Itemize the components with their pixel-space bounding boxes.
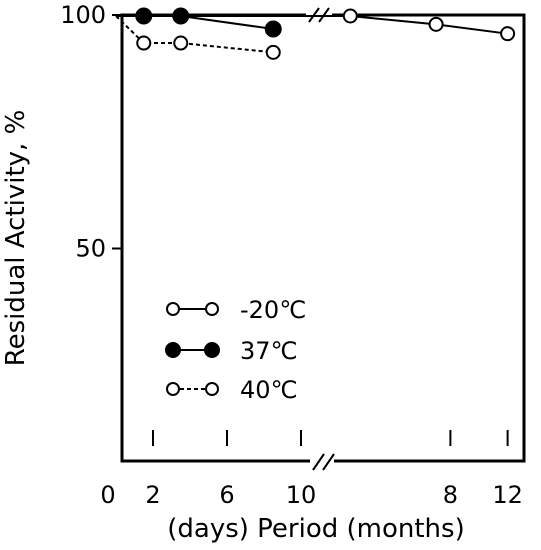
data-point: [172, 7, 190, 25]
legend-marker: [205, 382, 219, 396]
data-point: [500, 26, 516, 42]
data-point: [173, 35, 189, 51]
legend-marker: [166, 302, 180, 316]
legend-item: 37℃: [165, 337, 298, 365]
legend-label: 40℃: [240, 376, 298, 404]
legend-item: -20℃: [166, 296, 306, 324]
legend: -20℃ 37℃ 40℃: [165, 296, 306, 404]
y-axis-title: Residual Activity, %: [1, 110, 31, 367]
legend-marker: [166, 382, 180, 396]
legend-label: -20℃: [240, 296, 306, 324]
legend-marker: [204, 342, 220, 358]
x-tick-label: 2: [145, 481, 160, 509]
x-tick-label: 10: [286, 481, 317, 509]
data-point: [428, 16, 444, 32]
y-tick-label: 100: [60, 1, 106, 29]
x-tick-label: 12: [492, 481, 523, 509]
data-point: [136, 35, 152, 51]
series-line: [116, 15, 274, 31]
series-layer: [115, 7, 516, 60]
axis-break-marks-bottom: [312, 453, 335, 471]
series-2: [115, 15, 281, 60]
data-point: [135, 7, 153, 25]
series-1: [116, 7, 282, 38]
ticks: 50 100 0 2 6 10 8 12: [60, 1, 523, 509]
plot-area: [120, 0, 526, 472]
data-point: [342, 8, 358, 24]
y-tick-label: 50: [75, 235, 106, 263]
x-tick-label: 6: [219, 481, 234, 509]
plot-frame: [120, 13, 526, 463]
data-point: [264, 20, 282, 38]
series-line: [115, 15, 274, 54]
series-0: [116, 8, 516, 42]
legend-label: 37℃: [240, 337, 298, 365]
legend-marker: [205, 302, 219, 316]
x-tick-label: 0: [100, 481, 115, 509]
series-line: [116, 15, 508, 35]
x-axis-title: (days) Period (months): [167, 514, 464, 544]
legend-item: 40℃: [166, 376, 298, 404]
x-tick-label: 8: [443, 481, 458, 509]
data-point: [265, 44, 281, 60]
legend-marker: [165, 342, 181, 358]
